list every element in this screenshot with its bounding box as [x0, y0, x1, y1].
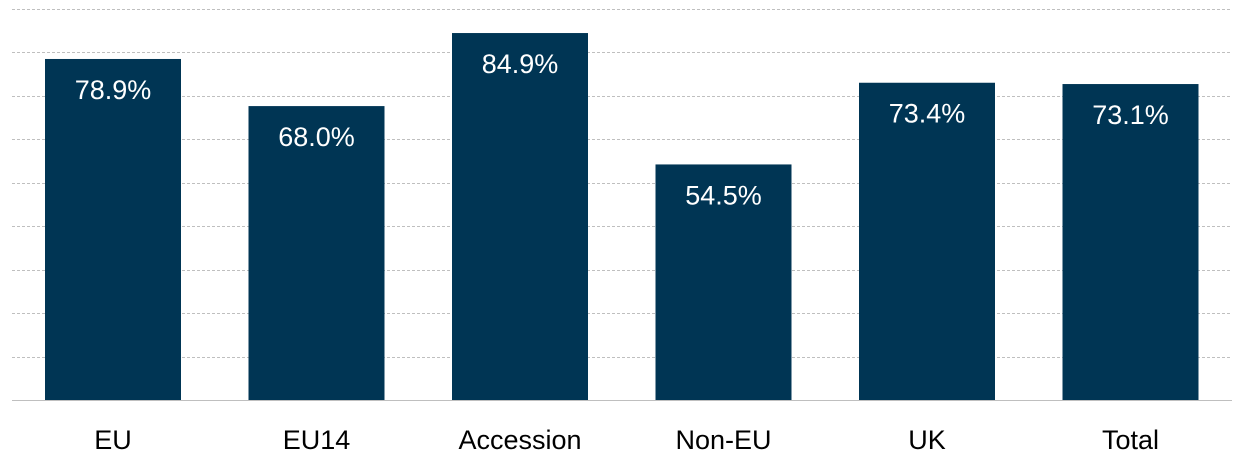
bars [45, 33, 1199, 401]
category-label: Non-EU [675, 425, 771, 455]
bar-accession [452, 33, 588, 400]
bar-eu14 [248, 106, 385, 400]
bar-value-label: 84.9% [482, 49, 559, 79]
bar-value-label: 54.5% [685, 180, 762, 210]
bar-uk [859, 82, 995, 400]
bar-total [1062, 84, 1199, 400]
bar-value-label: 68.0% [278, 122, 355, 152]
category-label: UK [908, 425, 946, 455]
bar-value-label: 73.4% [889, 99, 966, 129]
category-label: Total [1102, 425, 1159, 455]
category-labels: EU EU14 Accession Non-EU UK Total [94, 425, 1159, 455]
category-label: Accession [458, 425, 581, 455]
bar-value-label: 73.1% [1092, 100, 1169, 130]
bar-non-eu [655, 164, 792, 400]
bar-eu [45, 58, 181, 401]
category-label: EU14 [283, 425, 351, 455]
gridlines [12, 9, 1232, 401]
bar-value-labels: 78.9% 68.0% 84.9% 54.5% 73.4% 73.1% [75, 49, 1169, 210]
category-label: EU [94, 425, 132, 455]
bar-value-label: 78.9% [75, 75, 152, 105]
